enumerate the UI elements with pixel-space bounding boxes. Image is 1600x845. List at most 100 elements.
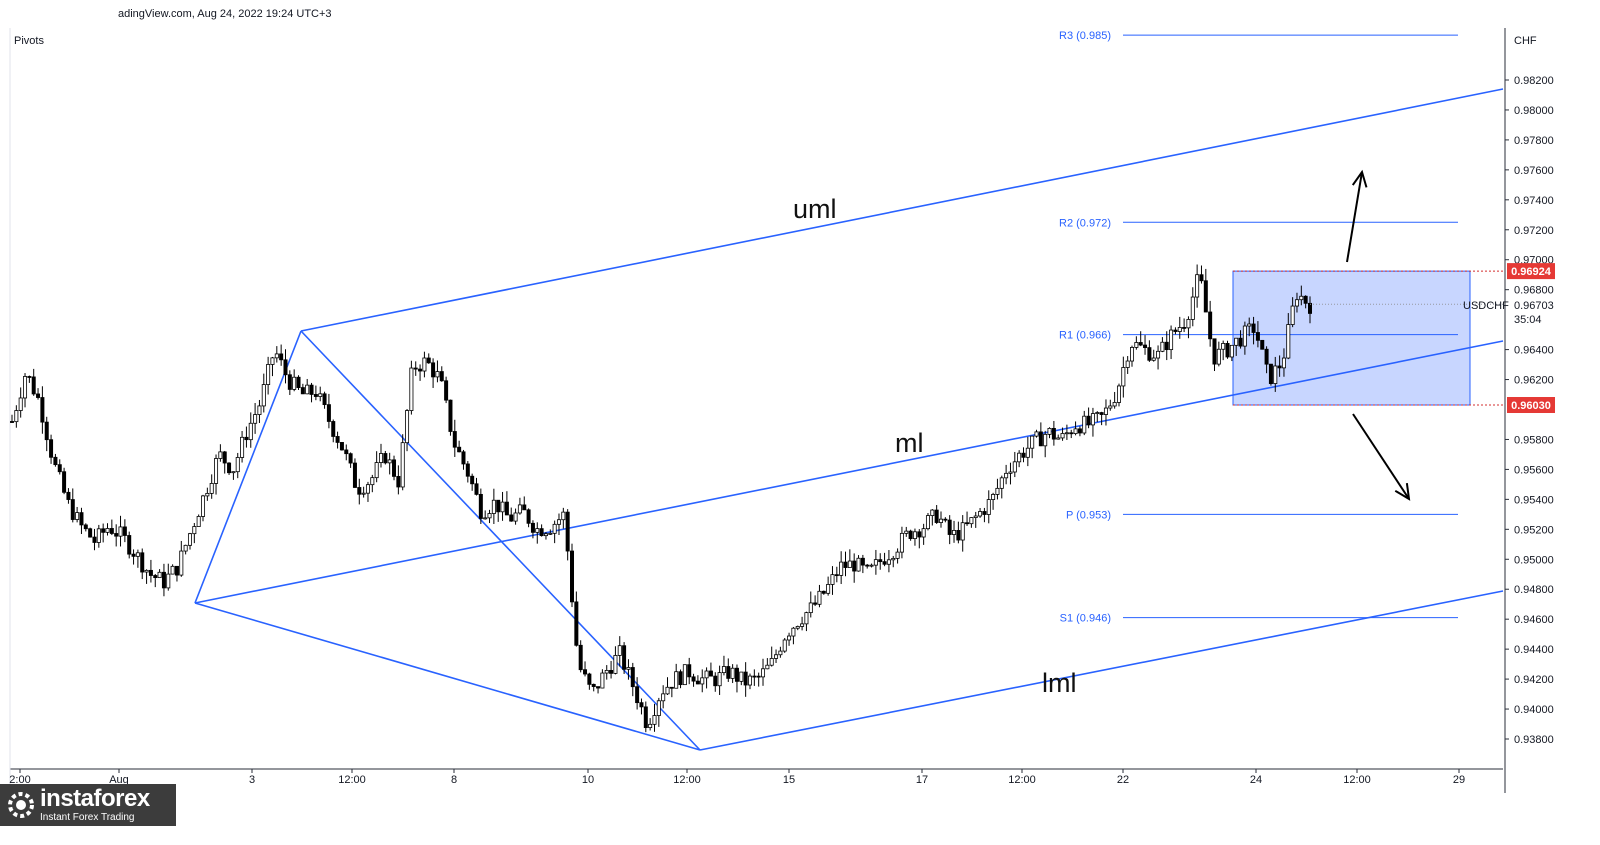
candle-body — [1077, 428, 1082, 434]
candle-body — [548, 532, 553, 535]
candle-body — [1073, 428, 1078, 435]
candle-body — [1121, 367, 1126, 387]
candle-body — [1025, 447, 1030, 458]
up-arrow — [1346, 171, 1363, 263]
y-tick-label: 0.96800 — [1514, 285, 1554, 297]
candle-body — [925, 515, 930, 530]
candle-body — [1012, 461, 1017, 473]
candle-body — [808, 602, 813, 614]
candle-body — [860, 557, 865, 566]
candle-body — [40, 397, 45, 423]
candle-body — [1099, 412, 1104, 415]
candle-countdown: 35:04 — [1514, 314, 1542, 326]
candle-body — [361, 492, 366, 495]
candle-body — [839, 561, 844, 576]
candle-body — [1147, 347, 1152, 361]
y-tick-label: 0.95600 — [1514, 464, 1554, 476]
candle-body — [357, 487, 362, 495]
candle-body — [504, 501, 509, 516]
candle-body — [965, 522, 970, 525]
candle-body — [127, 535, 132, 555]
candle-body — [509, 514, 514, 522]
candle-body — [726, 666, 731, 679]
candle-body — [261, 384, 266, 407]
candle-body — [491, 499, 496, 514]
candle-body — [1004, 472, 1009, 479]
candle-body — [899, 532, 904, 553]
range-box[interactable] — [1232, 270, 1471, 406]
candle-body — [431, 362, 436, 378]
candle-body — [717, 672, 722, 687]
x-tick-label: 12:00 — [338, 774, 366, 786]
candle-body — [960, 522, 965, 541]
candle-body — [79, 512, 84, 526]
candle-body — [661, 693, 666, 702]
pitchfork-handle[interactable] — [194, 330, 302, 604]
candle-body — [999, 477, 1004, 489]
candle-body — [787, 635, 792, 641]
candle-body — [930, 509, 935, 516]
candle-body — [895, 551, 900, 559]
candle-body — [943, 518, 948, 521]
candle-body — [969, 517, 974, 525]
x-tick-label: 22 — [1117, 774, 1129, 786]
candle-body — [88, 528, 93, 538]
candle-body — [279, 353, 284, 361]
candle-body — [1212, 338, 1217, 365]
pitchfork-handle[interactable] — [194, 602, 701, 751]
candle-body — [339, 442, 344, 451]
candle-body — [101, 528, 106, 533]
candle-body — [166, 573, 171, 589]
pitchfork-lower-median-line[interactable] — [699, 590, 1504, 751]
candle-body — [813, 602, 818, 605]
candle-body — [387, 459, 392, 464]
candle-body — [92, 536, 97, 543]
candle-body — [170, 565, 175, 575]
candle-body — [695, 680, 700, 685]
candle-body — [921, 528, 926, 538]
candle-body — [114, 533, 119, 537]
y-tick-label: 0.97400 — [1514, 195, 1554, 207]
candle-body — [956, 530, 961, 541]
candle-body — [331, 421, 336, 437]
pitchfork-upper-median-line[interactable] — [300, 88, 1504, 332]
range-top-price: 0.96924 — [1511, 266, 1552, 278]
candle-body — [209, 483, 214, 494]
pitchfork-median-line[interactable] — [194, 340, 1504, 604]
range-bottom-price: 0.96030 — [1511, 400, 1551, 412]
candle-body — [552, 523, 557, 534]
candle-body — [522, 504, 527, 511]
x-tick-label: 8 — [451, 774, 457, 786]
down-arrow-head — [1394, 483, 1411, 501]
pitchfork-handle[interactable] — [300, 330, 701, 751]
indicator-label[interactable]: Pivots — [14, 35, 44, 47]
candle-body — [1138, 342, 1143, 346]
candle-body — [1125, 360, 1130, 368]
candle-body — [600, 672, 605, 689]
candle-body — [222, 451, 227, 464]
candle-body — [1116, 385, 1121, 403]
candle-body — [313, 394, 318, 397]
y-tick-label: 0.97800 — [1514, 135, 1554, 147]
candle-body — [713, 675, 718, 687]
candle-body — [995, 487, 1000, 495]
candle-body — [856, 557, 861, 572]
candle-body — [513, 512, 518, 522]
candle-body — [587, 673, 592, 685]
candle-body — [214, 458, 219, 484]
candle-body — [153, 575, 158, 579]
candle-body — [674, 671, 679, 689]
candle-body — [140, 552, 145, 573]
candle-body — [1173, 329, 1178, 332]
candle-body — [326, 404, 331, 422]
y-tick-label: 0.93800 — [1514, 734, 1554, 746]
candle-body — [743, 671, 748, 686]
candle-body — [1164, 341, 1169, 351]
pitchfork-label: uml — [793, 194, 837, 224]
candle-body — [257, 405, 262, 415]
candle-body — [734, 667, 739, 682]
candle-body — [843, 561, 848, 568]
x-tick-label: 24 — [1250, 774, 1262, 786]
instaforex-logo: instaforex Instant Forex Trading — [0, 784, 176, 826]
